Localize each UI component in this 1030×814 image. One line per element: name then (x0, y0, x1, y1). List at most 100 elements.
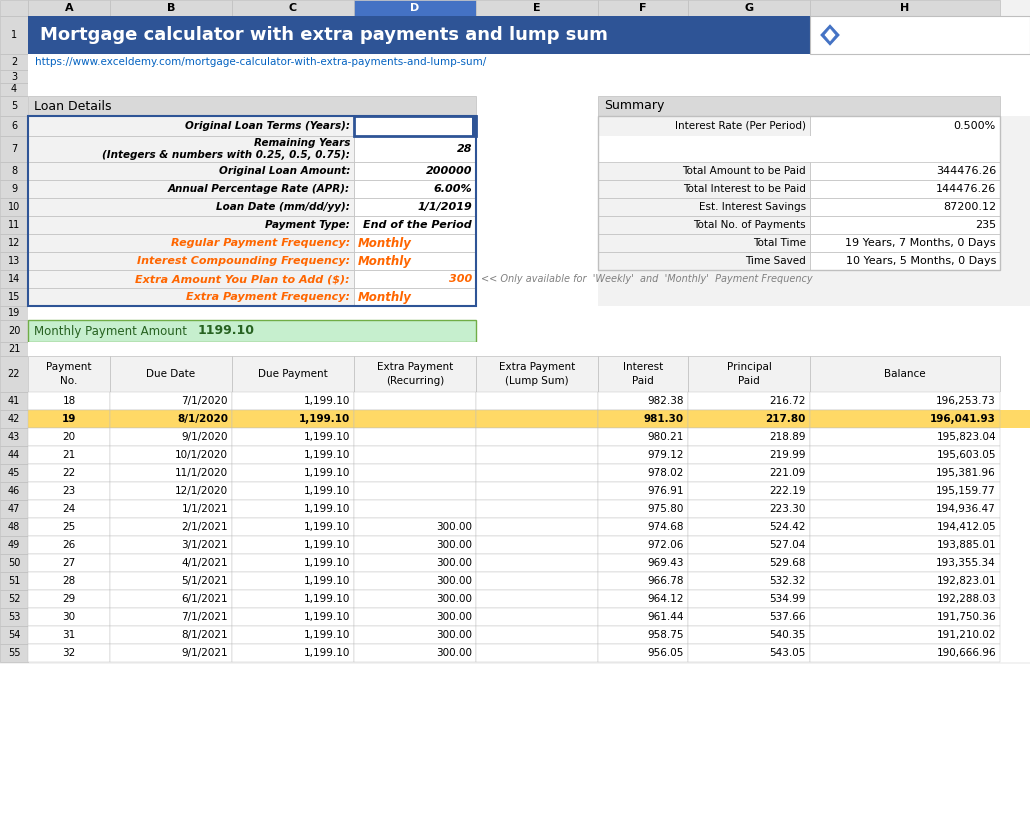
Text: 30: 30 (456, 121, 472, 131)
Bar (476, 180, 598, 198)
Text: H: H (900, 3, 909, 13)
Text: 194,412.05: 194,412.05 (936, 522, 996, 532)
Bar (476, 234, 598, 252)
Text: 975.80: 975.80 (648, 504, 684, 514)
Bar (598, 234, 810, 252)
Bar (476, 252, 598, 270)
Bar (28, 464, 1030, 482)
Text: 1/1/2019: 1/1/2019 (417, 202, 472, 212)
Bar (598, 180, 810, 198)
Bar (354, 288, 476, 306)
Bar (810, 252, 1000, 270)
Text: E: E (534, 3, 541, 13)
Bar (0, 356, 28, 392)
Bar (810, 428, 1000, 446)
Text: 195,159.77: 195,159.77 (936, 486, 996, 496)
Text: 19: 19 (8, 308, 21, 318)
Text: 19: 19 (62, 414, 76, 424)
Bar (110, 536, 232, 554)
Bar (476, 162, 598, 180)
Bar (28, 270, 354, 288)
Text: Monthly: Monthly (358, 291, 412, 304)
Bar (598, 572, 688, 590)
Text: 1,199.10: 1,199.10 (304, 396, 350, 406)
Text: Monthly: Monthly (358, 237, 412, 250)
Bar (472, 116, 476, 136)
Bar (0, 162, 28, 180)
Bar (28, 96, 476, 116)
Bar (232, 590, 354, 608)
Text: Loan Date (mm/dd/yy):: Loan Date (mm/dd/yy): (216, 202, 350, 212)
Text: 976.91: 976.91 (648, 486, 684, 496)
Bar (598, 410, 688, 428)
Bar (354, 608, 476, 626)
Text: 540.35: 540.35 (769, 630, 806, 640)
Text: Original Loan Terms (Years):: Original Loan Terms (Years): (185, 121, 350, 131)
Bar (28, 536, 1030, 554)
Text: Summary: Summary (604, 99, 664, 112)
Text: Due Date: Due Date (146, 369, 196, 379)
Bar (28, 136, 354, 162)
Text: Monthly: Monthly (358, 255, 412, 268)
Bar (598, 608, 688, 626)
Bar (110, 464, 232, 482)
Bar (476, 198, 598, 216)
Bar (810, 644, 1000, 662)
Bar (688, 554, 810, 572)
Bar (810, 116, 1000, 136)
Text: 979.12: 979.12 (648, 450, 684, 460)
Bar (232, 482, 354, 500)
Bar (28, 198, 354, 216)
Bar (598, 446, 688, 464)
Bar (688, 464, 810, 482)
Text: 217.80: 217.80 (765, 414, 806, 424)
Text: 216.72: 216.72 (769, 396, 806, 406)
Text: 25: 25 (63, 522, 75, 532)
Bar (476, 626, 598, 644)
Text: 222.19: 222.19 (769, 486, 806, 496)
Text: 2/1/2021: 2/1/2021 (181, 522, 228, 532)
Bar (232, 572, 354, 590)
Text: 29: 29 (63, 594, 75, 604)
Text: 50: 50 (8, 558, 21, 568)
Text: 191,210.02: 191,210.02 (936, 630, 996, 640)
Bar (688, 644, 810, 662)
Text: 1,199.10: 1,199.10 (304, 486, 350, 496)
Text: 961.44: 961.44 (648, 612, 684, 622)
Bar (28, 252, 354, 270)
Bar (232, 446, 354, 464)
Text: C: C (289, 3, 297, 13)
Text: 54: 54 (8, 630, 21, 640)
Bar (232, 464, 354, 482)
Text: 28: 28 (456, 144, 472, 154)
Bar (476, 198, 598, 216)
Text: B: B (167, 3, 175, 13)
Bar (598, 252, 810, 270)
Bar (0, 572, 28, 590)
Polygon shape (819, 23, 842, 47)
Text: 543.05: 543.05 (769, 648, 806, 658)
Text: 23: 23 (63, 486, 75, 496)
Bar (476, 180, 598, 198)
Text: 55: 55 (8, 648, 21, 658)
Text: 1,199.10: 1,199.10 (304, 648, 350, 658)
Bar (354, 252, 476, 270)
Text: G: G (745, 3, 754, 13)
Bar (476, 518, 598, 536)
Bar (28, 16, 1030, 54)
Bar (476, 306, 598, 320)
Bar (810, 392, 1000, 410)
Text: 15: 15 (8, 292, 21, 302)
Text: 13: 13 (8, 256, 21, 266)
Bar (28, 446, 110, 464)
Bar (0, 410, 28, 428)
Bar (598, 590, 688, 608)
Bar (476, 136, 598, 162)
Bar (28, 234, 354, 252)
Bar (0, 590, 28, 608)
Bar (28, 180, 354, 198)
Bar (28, 392, 110, 410)
Bar (110, 392, 232, 410)
Bar (110, 428, 232, 446)
Text: Interest: Interest (623, 362, 663, 372)
